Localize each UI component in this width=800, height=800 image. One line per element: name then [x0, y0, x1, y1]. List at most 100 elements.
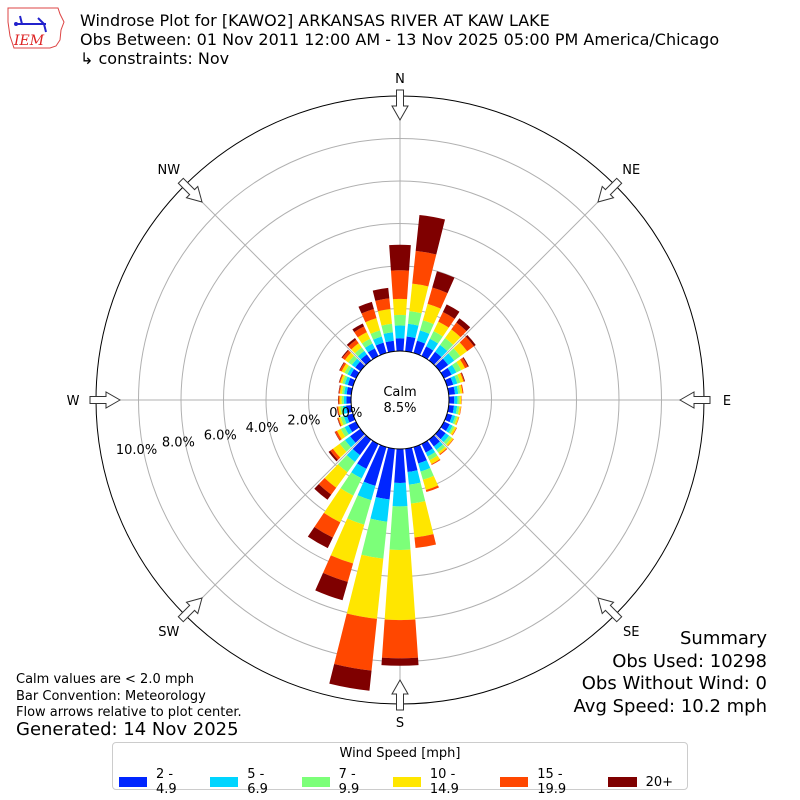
legend-item: 15 - 19.9: [500, 767, 593, 797]
windrose-bar-segment: [433, 441, 443, 450]
ring-label: 0.0%: [329, 406, 362, 421]
generated-date: Generated: 14 Nov 2025: [16, 719, 239, 740]
windrose-bar-segment: [465, 334, 476, 347]
windrose-bar-segment: [361, 518, 388, 559]
windrose-bar-segment: [365, 318, 381, 334]
windrose-bar-segment: [452, 415, 458, 425]
windrose-bar-segment: [334, 613, 377, 671]
windrose-bar-segment: [459, 395, 462, 405]
windrose-bar-segment: [337, 455, 355, 473]
windrose-bar-segment: [419, 320, 434, 334]
windrose-bar-segment: [413, 444, 427, 464]
windrose-bar-segment: [338, 417, 344, 426]
windrose-bar-segment: [358, 301, 374, 314]
windrose-bar-segment: [377, 309, 392, 326]
note-calm: Calm values are < 2.0 mph: [16, 672, 195, 687]
compass-label-w: W: [67, 394, 80, 409]
windrose-bar-segment: [438, 446, 447, 455]
windrose-bar-segment: [340, 406, 345, 415]
windrose-bar-segment: [339, 362, 345, 371]
windrose-bar-segment: [342, 405, 348, 414]
windrose-bar-segment: [342, 375, 348, 385]
windrose-bar-segment: [364, 343, 375, 353]
windrose-bar-segment: [392, 482, 408, 507]
legend-swatch: [392, 777, 421, 787]
windrose-bar-segment: [381, 619, 419, 659]
arrow-shape: [89, 391, 122, 409]
windrose-bar-segment: [394, 314, 406, 326]
arrow-shape: [597, 177, 623, 203]
windrose-bar-segment: [442, 304, 460, 319]
windrose-bar-segment: [433, 321, 449, 337]
windrose-bar-segment: [373, 336, 384, 346]
windrose-bar-segment: [357, 350, 367, 360]
windrose-bar-segment: [344, 436, 356, 448]
summary-avg-speed: Avg Speed: 10.2 mph: [573, 695, 767, 717]
windrose-bar-segment: [422, 475, 439, 490]
windrose-bar-segment: [354, 326, 367, 338]
windrose-bar-segment: [352, 323, 365, 333]
legend-label: 20+: [645, 774, 673, 790]
windrose-bar-segment: [350, 428, 365, 443]
ring-label: 2.0%: [287, 414, 320, 429]
windrose-bar-segment: [357, 481, 376, 501]
windrose-bar-segment: [427, 452, 438, 461]
ring-label: 10.0%: [116, 443, 157, 458]
windrose-bar-segment: [367, 348, 379, 360]
windrose-bar-segment: [323, 555, 354, 582]
windrose-bar-segment: [439, 448, 448, 456]
flow-arrow-icon: [89, 391, 122, 409]
windrose-bar-segment: [340, 416, 347, 426]
arrow-shape: [177, 177, 203, 203]
flow-arrow-icon: [177, 177, 203, 203]
windrose-bar-segment: [452, 427, 458, 436]
windrose-bar-segment: [458, 384, 463, 394]
windrose-bar-segment: [428, 351, 442, 365]
windrose-bar-segment: [339, 362, 347, 372]
windrose-bar-segment: [457, 395, 460, 405]
flow-arrow-icon: [597, 177, 623, 203]
windrose-bar-segment: [375, 298, 391, 312]
windrose-bar-segment: [343, 415, 350, 424]
windrose-bar-segment: [460, 357, 468, 369]
windrose-bar-segment: [461, 372, 466, 382]
windrose-bar-segment: [459, 406, 462, 415]
summary-obs-used: Obs Used: 10298: [612, 650, 767, 672]
windrose-bar-segment: [351, 358, 361, 368]
note-bar-convention: Bar Convention: Meteorology: [16, 688, 206, 704]
windrose-bar-segment: [352, 435, 372, 456]
windrose-bar-segment: [456, 318, 471, 332]
windrose-bar-segment: [429, 331, 443, 344]
windrose-bar-segment: [340, 427, 349, 437]
legend: Wind Speed [mph] 2 - 4.9 5 - 6.9 7 - 9.9 10…: [112, 742, 688, 797]
windrose-bar-segment: [344, 352, 355, 363]
compass-label-se: SE: [623, 625, 639, 640]
arrow-shape: [391, 678, 409, 711]
windrose-bar-segment: [436, 444, 446, 453]
windrose-bar-segment: [372, 287, 390, 301]
arrow-shape: [391, 89, 409, 122]
windrose-bar-segment: [381, 323, 393, 334]
windrose-bar-segment: [370, 497, 390, 522]
windrose-bar-segment: [440, 367, 452, 379]
legend-swatch: [210, 777, 239, 787]
windrose-bar-segment: [431, 459, 441, 466]
windrose-bar-segment: [389, 506, 411, 550]
compass-label-e: E: [723, 394, 731, 409]
windrose-bar-segment: [414, 534, 437, 549]
windrose-bar-segment: [338, 395, 339, 405]
windrose-bar-segment: [456, 359, 466, 371]
windrose-bar-segment: [341, 363, 349, 373]
windrose-bar-segment: [440, 338, 454, 351]
windrose-bar-segment: [336, 406, 339, 416]
svg-text:IEM: IEM: [13, 33, 45, 49]
legend-swatch: [301, 777, 330, 787]
windrose-bar-segment: [447, 405, 455, 414]
summary-obs-without-wind: Obs Without Wind: 0: [581, 673, 767, 694]
arrow-shape: [597, 597, 623, 623]
windrose-bar-segment: [429, 455, 440, 465]
windrose-bar-segment: [405, 336, 416, 353]
windrose-bar-segment: [381, 657, 419, 666]
windrose-bar-segment: [334, 431, 340, 441]
legend-label: 5 - 6.9: [247, 767, 268, 797]
